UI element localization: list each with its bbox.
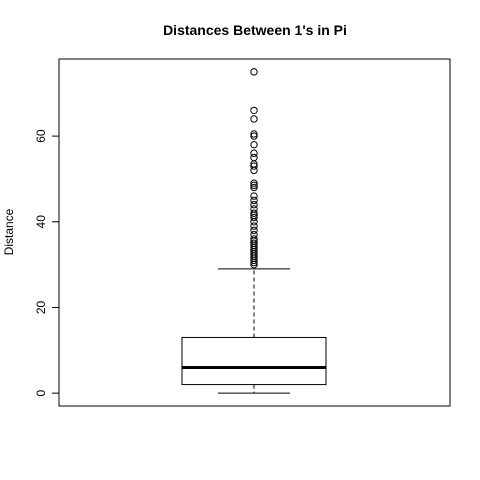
- outlier-point: [250, 222, 258, 230]
- outlier-point: [250, 183, 258, 192]
- outlier-point: [250, 181, 258, 190]
- y-axis: 0 20 40 60: [34, 129, 60, 396]
- outlier-point: [250, 140, 258, 149]
- outlier-point: [250, 235, 258, 243]
- outliers: [250, 68, 258, 269]
- outlier-point: [250, 68, 258, 76]
- outlier-point: [250, 196, 258, 205]
- outlier-point: [250, 132, 258, 140]
- outlier-point: [250, 213, 258, 222]
- outlier-point: [250, 115, 258, 123]
- outlier-point: [250, 179, 258, 187]
- box-plot: [181, 268, 327, 394]
- y-tick-label: 40: [34, 215, 48, 229]
- outlier-point: [250, 200, 258, 209]
- outlier-point: [250, 130, 258, 138]
- outlier-point: [250, 205, 258, 213]
- outlier-point: [250, 209, 258, 217]
- outlier-point: [250, 153, 258, 162]
- y-axis-label: Distance: [2, 208, 16, 255]
- y-tick-label: 60: [34, 129, 48, 143]
- outlier-point: [250, 106, 258, 115]
- outlier-point: [250, 149, 258, 157]
- outlier-point: [250, 226, 258, 235]
- outlier-point: [250, 192, 258, 200]
- chart-title: Distances Between 1's in Pi: [163, 22, 347, 38]
- iqr-box: [181, 336, 327, 386]
- y-tick-label: 0: [34, 389, 48, 396]
- outlier-point: [250, 239, 258, 247]
- outlier-point: [250, 162, 258, 170]
- y-tick-label: 20: [34, 300, 48, 314]
- outlier-point: [250, 230, 258, 239]
